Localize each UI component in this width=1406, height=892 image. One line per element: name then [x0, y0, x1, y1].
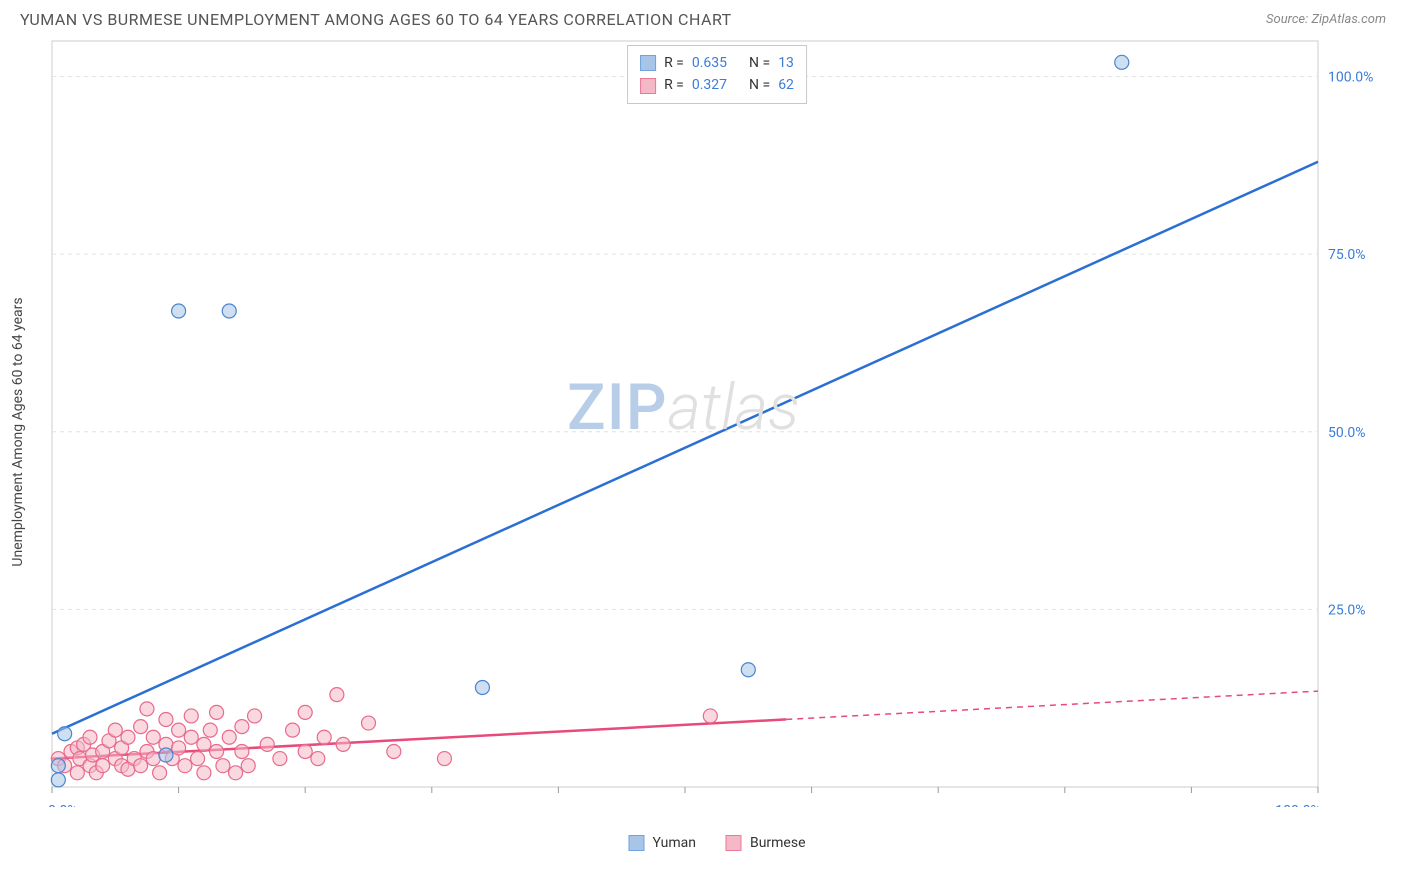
burmese-point [703, 709, 717, 723]
y-axis-label: Unemployment Among Ages 60 to 64 years [10, 297, 26, 566]
burmese-point [108, 723, 122, 737]
burmese-point [146, 730, 160, 744]
burmese-point [260, 737, 274, 751]
burmese-point [121, 730, 135, 744]
burmese-point [210, 744, 224, 758]
yuman-point [172, 304, 186, 318]
burmese-point [134, 720, 148, 734]
burmese-point [70, 766, 84, 780]
n-label: N = [749, 52, 770, 74]
burmese-point [311, 752, 325, 766]
burmese-point [235, 720, 249, 734]
burmese-point [146, 752, 160, 766]
burmese-point [330, 688, 344, 702]
burmese-point [172, 741, 186, 755]
correlation-legend: R = 0.635 N = 13 R = 0.327 N = 62 [627, 45, 807, 104]
burmese-point [184, 709, 198, 723]
yuman-point [51, 773, 65, 787]
burmese-point [96, 759, 110, 773]
burmese-point [178, 759, 192, 773]
r-value: 0.635 [692, 52, 727, 74]
legend-swatch [640, 55, 656, 71]
series-legend-item: Yuman [628, 835, 695, 851]
yuman-point [741, 663, 755, 677]
legend-swatch [628, 835, 644, 851]
legend-stat-row: R = 0.635 N = 13 [640, 52, 794, 74]
burmese-point [248, 709, 262, 723]
chart-title: YUMAN VS BURMESE UNEMPLOYMENT AMONG AGES… [20, 10, 732, 29]
burmese-point [286, 723, 300, 737]
burmese-point [83, 730, 97, 744]
plot-area: Unemployment Among Ages 60 to 64 years 2… [48, 37, 1386, 811]
yuman-point [222, 304, 236, 318]
burmese-point [235, 744, 249, 758]
r-value: 0.327 [692, 74, 727, 96]
yuman-point [159, 748, 173, 762]
n-value: 13 [778, 52, 794, 74]
burmese-point [273, 752, 287, 766]
burmese-point [387, 744, 401, 758]
ytick-label: 75.0% [1328, 247, 1366, 263]
n-value: 62 [778, 74, 794, 96]
burmese-point [210, 705, 224, 719]
series-legend: Yuman Burmese [628, 835, 805, 851]
burmese-point [134, 759, 148, 773]
ytick-label: 100.0% [1328, 70, 1373, 86]
burmese-point [241, 759, 255, 773]
legend-stat-row: R = 0.327 N = 62 [640, 74, 794, 96]
burmese-point [140, 702, 154, 716]
series-legend-label: Yuman [652, 835, 695, 851]
yuman-point [1115, 55, 1129, 69]
burmese-point [153, 766, 167, 780]
burmese-point [298, 744, 312, 758]
burmese-point [229, 766, 243, 780]
burmese-point [197, 766, 211, 780]
burmese-point [222, 730, 236, 744]
n-label: N = [749, 74, 770, 96]
series-legend-item: Burmese [726, 835, 806, 851]
scatter-plot-svg: 25.0% 50.0% 75.0% 100.0% 0.0% 100.0% [48, 37, 1378, 807]
legend-swatch [640, 78, 656, 94]
burmese-point [191, 752, 205, 766]
source-caption: Source: ZipAtlas.com [1266, 12, 1386, 27]
burmese-point [184, 730, 198, 744]
burmese-point [216, 759, 230, 773]
xtick-label-min: 0.0% [48, 803, 78, 807]
source-name: ZipAtlas.com [1311, 12, 1386, 27]
r-label: R = [664, 52, 684, 74]
burmese-point [172, 723, 186, 737]
chart-header: YUMAN VS BURMESE UNEMPLOYMENT AMONG AGES… [0, 0, 1406, 37]
series-legend-label: Burmese [750, 835, 806, 851]
yuman-point [475, 681, 489, 695]
yuman-point [51, 759, 65, 773]
burmese-point [362, 716, 376, 730]
burmese-point [159, 713, 173, 727]
burmese-point [203, 723, 217, 737]
burmese-point [437, 752, 451, 766]
burmese-point [317, 730, 331, 744]
ytick-label: 50.0% [1328, 425, 1366, 441]
burmese-point [298, 705, 312, 719]
xtick-label-max: 100.0% [1275, 803, 1320, 807]
legend-swatch [726, 835, 742, 851]
burmese-point [197, 737, 211, 751]
yuman-point [58, 727, 72, 741]
source-prefix: Source: [1266, 12, 1311, 27]
r-label: R = [664, 74, 684, 96]
burmese-point [336, 737, 350, 751]
ytick-label: 25.0% [1328, 602, 1366, 618]
